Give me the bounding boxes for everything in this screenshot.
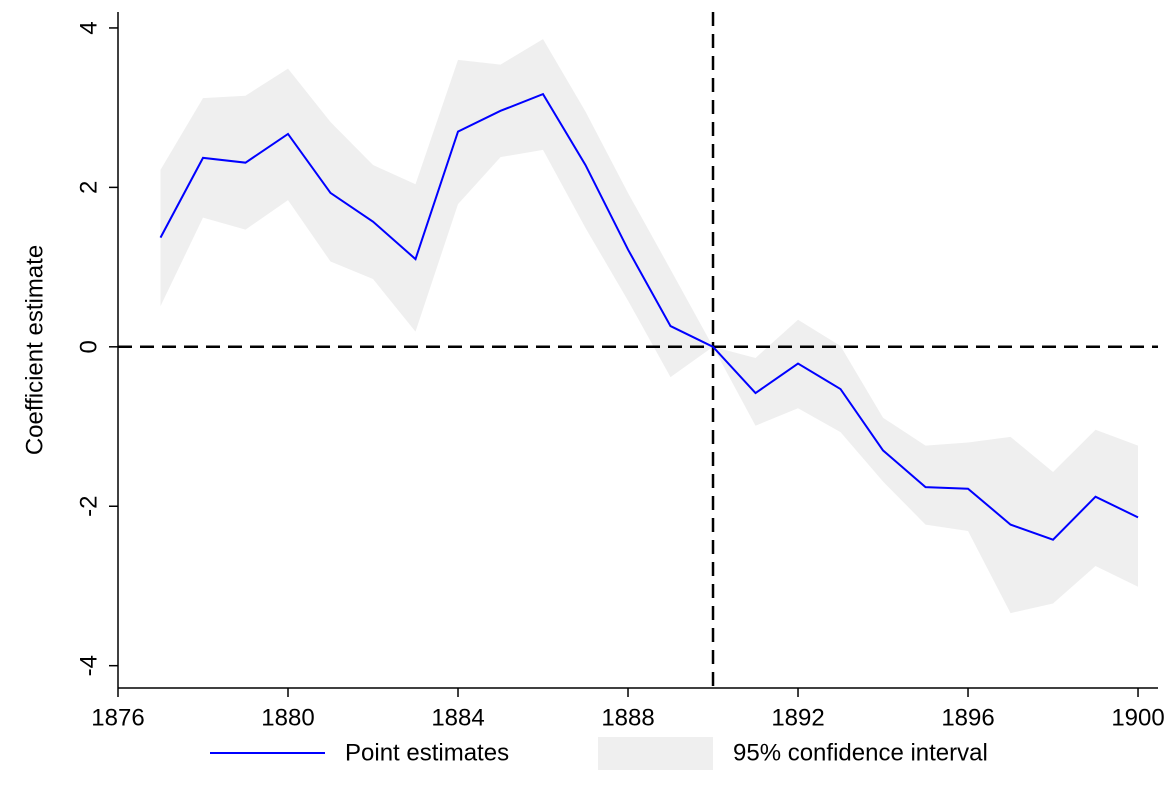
x-tick-label: 1900 bbox=[1111, 704, 1164, 731]
x-tick-label: 1888 bbox=[601, 704, 654, 731]
y-tick-label: 2 bbox=[75, 181, 102, 194]
y-axis-label: Coefficient estimate bbox=[21, 245, 48, 455]
x-tick-label: 1884 bbox=[431, 704, 484, 731]
legend-label: 95% confidence interval bbox=[733, 739, 988, 766]
x-tick-label: 1876 bbox=[91, 704, 144, 731]
x-tick-label: 1896 bbox=[941, 704, 994, 731]
y-tick-label: -4 bbox=[75, 655, 102, 676]
x-tick-label: 1880 bbox=[261, 704, 314, 731]
point-estimate-line bbox=[159, 92, 1139, 541]
y-tick-label: -2 bbox=[75, 496, 102, 517]
x-tick-label: 1892 bbox=[771, 704, 824, 731]
legend-swatch bbox=[598, 737, 713, 770]
confidence-band bbox=[160, 39, 1139, 614]
y-tick-label: 4 bbox=[75, 21, 102, 34]
legend-label: Point estimates bbox=[345, 739, 509, 766]
y-tick-label: 0 bbox=[75, 340, 102, 353]
